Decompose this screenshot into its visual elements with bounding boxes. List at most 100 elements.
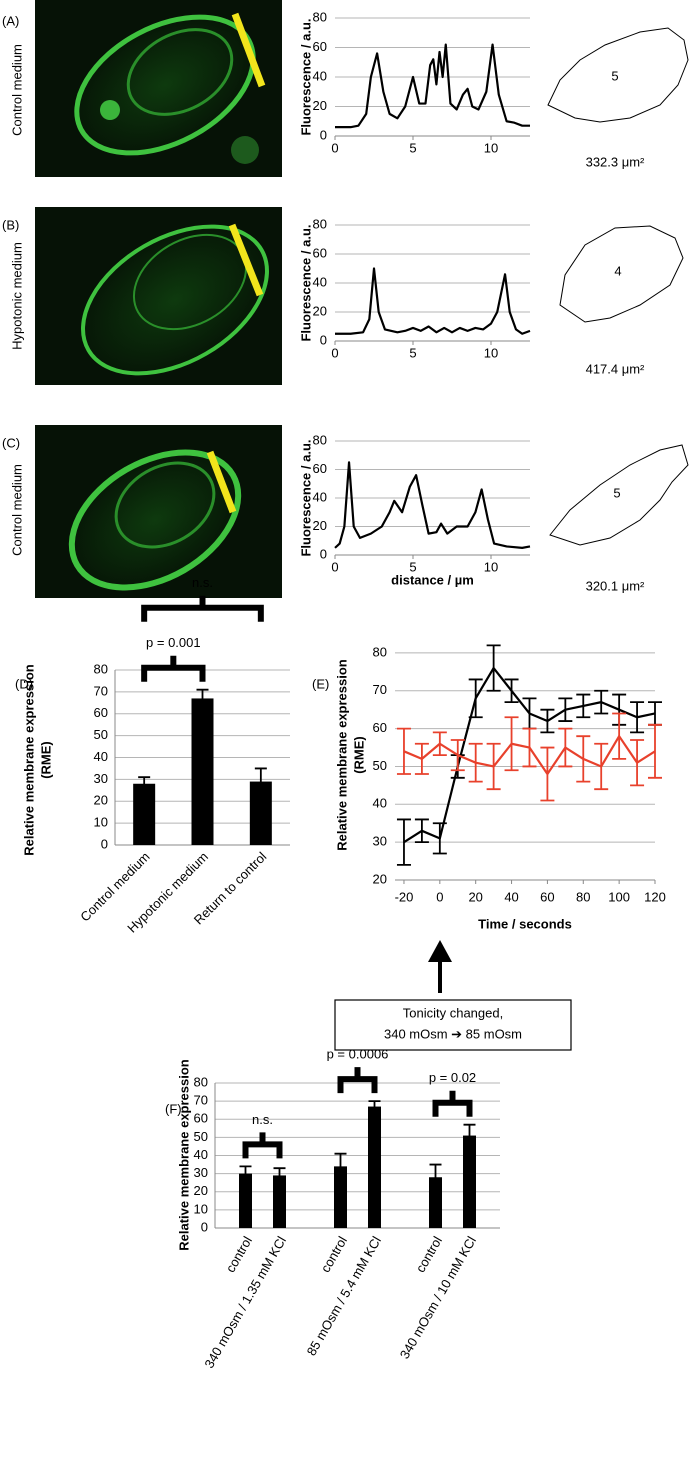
y-tick-label: 60: [373, 720, 387, 735]
y-tick-label: 60: [94, 705, 108, 720]
y-tick-label: 80: [313, 9, 327, 24]
significance-label: n.s.: [192, 575, 213, 590]
x-tick-label: 10: [484, 345, 498, 360]
area-label: 320.1 μm²: [586, 578, 645, 593]
x-tick-label: 85 mOsm / 5.4 mM KCl: [304, 1234, 385, 1359]
x-tick-label: 0: [331, 140, 338, 155]
y-tick-label: 0: [101, 836, 108, 851]
y-tick-label: 50: [373, 758, 387, 773]
x-tick-label: 120: [644, 889, 666, 904]
y-tick-label: 10: [194, 1201, 208, 1216]
error-bar: [273, 1167, 286, 1184]
error-bar: [432, 822, 447, 855]
error-bar: [630, 701, 645, 734]
significance-label: n.s.: [252, 1112, 273, 1127]
y-tick-label: 40: [313, 274, 327, 289]
annotation-box: [334, 999, 572, 1051]
image-label: Control medium: [9, 464, 24, 556]
y-tick-label: 40: [373, 796, 387, 811]
area-label: 417.4 μm²: [586, 361, 645, 376]
y-tick-label: 40: [94, 749, 108, 764]
area-label: 332.3 μm²: [586, 154, 645, 169]
error-bar: [648, 723, 662, 779]
significance-bracket: [337, 1067, 378, 1094]
significance-bracket: [141, 595, 264, 622]
error-bar: [334, 1152, 347, 1180]
y-axis-label: (RME): [351, 736, 366, 774]
y-tick-label: 10: [94, 815, 108, 830]
y-tick-label: 80: [94, 661, 108, 676]
panel-label: (A): [2, 13, 19, 28]
x-tick-label: 0: [331, 559, 338, 574]
significance-label: p = 0.0006: [327, 1047, 389, 1062]
error-bar: [463, 1123, 476, 1148]
panel-label: (E): [312, 676, 329, 691]
x-tick-label: 20: [468, 889, 482, 904]
y-tick-label: 80: [373, 644, 387, 659]
error-bar: [504, 716, 519, 772]
error-bar: [522, 727, 537, 768]
panel-label: (C): [2, 435, 20, 450]
bar: [334, 1166, 347, 1228]
micrograph-a: [35, 0, 282, 177]
x-tick-label: 5: [409, 559, 416, 574]
y-tick-label: 0: [320, 332, 327, 347]
error-bar: [630, 739, 645, 787]
data-line: [335, 43, 530, 129]
micrograph-b: [35, 207, 282, 385]
significance-bracket: [242, 1132, 283, 1159]
x-tick-label: -20: [395, 889, 414, 904]
x-tick-label: 60: [540, 889, 554, 904]
error-bar: [576, 693, 591, 719]
error-bar: [540, 746, 555, 802]
error-bar: [429, 1163, 442, 1191]
y-tick-label: 50: [194, 1129, 208, 1144]
y-tick-label: 40: [313, 489, 327, 504]
error-bar: [450, 739, 465, 772]
bar: [239, 1173, 252, 1228]
y-tick-label: 20: [94, 793, 108, 808]
bar: [368, 1106, 381, 1228]
panel-label: (D): [15, 676, 33, 691]
micrograph-c: [35, 425, 282, 598]
roi-label: 5: [611, 68, 618, 83]
y-tick-label: 60: [313, 39, 327, 54]
y-tick-label: 0: [320, 546, 327, 561]
x-axis-label: Time / seconds: [478, 916, 572, 931]
y-axis-label: Fluorescence / a.u.: [298, 18, 313, 135]
y-tick-label: 20: [313, 303, 327, 318]
y-tick-label: 50: [94, 727, 108, 742]
error-bar: [504, 678, 519, 704]
x-tick-label: 0: [436, 889, 443, 904]
roi-label: 5: [613, 485, 620, 500]
error-bar: [414, 818, 429, 844]
error-bar: [239, 1165, 252, 1182]
y-axis-label: Relative membrane expression: [334, 659, 349, 851]
error-bar: [558, 727, 573, 768]
error-bar: [612, 712, 627, 760]
y-tick-label: 60: [194, 1111, 208, 1126]
y-tick-label: 20: [313, 98, 327, 113]
x-axis-label: distance / µm: [391, 572, 474, 587]
y-tick-label: 60: [313, 461, 327, 476]
cell-outline: [559, 225, 684, 323]
error-bar: [196, 688, 209, 709]
error-bar: [540, 708, 555, 734]
error-bar: [522, 697, 537, 730]
bar: [191, 698, 214, 845]
significance-label: p = 0.001: [146, 635, 201, 650]
y-tick-label: 70: [194, 1093, 208, 1108]
y-tick-label: 0: [320, 127, 327, 142]
significance-bracket: [141, 655, 206, 682]
error-bar: [486, 644, 501, 692]
bar: [273, 1175, 286, 1228]
error-bar: [486, 742, 501, 791]
y-tick-label: 70: [94, 683, 108, 698]
bar: [463, 1135, 476, 1228]
roi-label: 4: [614, 263, 621, 278]
x-tick-label: 100: [608, 889, 630, 904]
y-tick-label: 70: [373, 682, 387, 697]
error-bar: [576, 735, 591, 783]
